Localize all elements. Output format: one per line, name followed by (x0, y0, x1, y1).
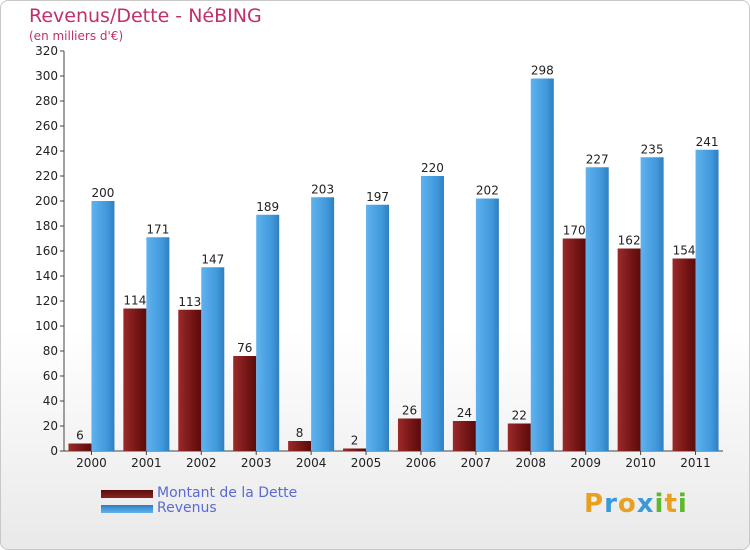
x-tick-label: 2005 (351, 456, 382, 470)
x-tick-label: 2001 (131, 456, 162, 470)
y-tick-label: 160 (35, 244, 58, 258)
bar-debt-2003 (233, 356, 257, 451)
value-label-revenus-2004: 203 (311, 182, 334, 196)
x-tick-label: 2003 (241, 456, 272, 470)
logo-letter: r (604, 489, 618, 519)
chart-value-labels: 6 200 114 171 113 147 76 189 8 203 2 197 26 220 24 202 2… (76, 64, 718, 448)
y-tick-label: 320 (35, 44, 58, 58)
value-label-debt-2001: 114 (123, 294, 146, 308)
value-label-revenus-2007: 202 (476, 184, 499, 198)
value-label-debt-2006: 26 (402, 404, 417, 418)
bar-debt-2009 (562, 238, 586, 451)
bar-debt-2010 (617, 248, 641, 451)
value-label-revenus-2000: 200 (92, 186, 115, 200)
value-label-debt-2005: 2 (351, 434, 359, 448)
x-tick-label: 2009 (570, 456, 601, 470)
y-tick-label: 220 (35, 169, 58, 183)
x-tick-label: 2008 (516, 456, 547, 470)
logo-letter: o (617, 489, 637, 519)
y-tick-label: 280 (35, 94, 58, 108)
proxiti-logo: Proxiti (584, 489, 688, 519)
y-tick-label: 140 (35, 269, 58, 283)
value-label-debt-2000: 6 (76, 429, 84, 443)
value-label-debt-2004: 8 (296, 426, 304, 440)
y-tick-label: 20 (43, 419, 58, 433)
chart-title: Revenus/Dette - NéBING (29, 5, 262, 27)
bar-debt-2007 (452, 421, 476, 451)
x-tick-label: 2010 (625, 456, 656, 470)
value-label-revenus-2011: 241 (696, 135, 719, 149)
bar-debt-2004 (288, 441, 312, 451)
bar-revenus-2011 (695, 149, 719, 451)
value-label-debt-2007: 24 (457, 406, 472, 420)
bar-debt-2001 (123, 308, 147, 451)
bar-revenus-2010 (640, 157, 664, 451)
legend-label-revenus: Revenus (157, 500, 217, 516)
bar-revenus-2004 (311, 197, 335, 451)
bar-revenus-2007 (475, 198, 499, 451)
bar-revenus-2001 (146, 237, 170, 451)
x-tick-label: 2002 (186, 456, 217, 470)
y-tick-label: 180 (35, 219, 58, 233)
value-label-debt-2003: 76 (237, 341, 252, 355)
logo-letter: i (677, 489, 688, 519)
y-tick-label: 0 (50, 444, 58, 458)
y-tick-label: 120 (35, 294, 58, 308)
legend-swatch-debt (101, 490, 153, 498)
bar-revenus-2006 (420, 176, 444, 451)
value-label-debt-2011: 154 (673, 244, 696, 258)
logo-letter: t (664, 489, 678, 519)
bar-revenus-2000 (91, 201, 115, 451)
chart-axes: 0 20 40 60 80 100 120 140 160 180 200 220 240 260 280 3… (35, 44, 723, 470)
bar-debt-2000 (68, 443, 92, 451)
bar-revenus-2003 (256, 214, 280, 451)
x-tick-label: 2004 (296, 456, 327, 470)
value-label-debt-2010: 162 (618, 234, 641, 248)
bar-revenus-2008 (530, 78, 554, 451)
value-label-revenus-2008: 298 (531, 64, 554, 78)
y-tick-label: 300 (35, 69, 58, 83)
value-label-debt-2002: 113 (178, 295, 201, 309)
y-tick-label: 40 (43, 394, 58, 408)
bar-revenus-2005 (366, 204, 390, 451)
value-label-revenus-2002: 147 (201, 252, 224, 266)
value-label-debt-2009: 170 (563, 224, 586, 238)
value-label-revenus-2001: 171 (146, 222, 169, 236)
y-tick-label: 80 (43, 344, 58, 358)
x-tick-label: 2007 (461, 456, 492, 470)
logo-letter: x (636, 489, 655, 519)
value-label-revenus-2005: 197 (366, 190, 389, 204)
y-tick-label: 100 (35, 319, 58, 333)
bar-debt-2011 (672, 258, 696, 451)
bar-revenus-2009 (585, 167, 609, 451)
bar-revenus-2002 (201, 267, 225, 451)
bar-debt-2005 (343, 448, 367, 451)
logo-letter: i (654, 489, 665, 519)
bar-debt-2006 (397, 418, 421, 451)
value-label-revenus-2003: 189 (256, 200, 279, 214)
x-tick-label: 2006 (406, 456, 437, 470)
chart-bars (68, 78, 719, 451)
y-tick-label: 60 (43, 369, 58, 383)
legend-label-debt: Montant de la Dette (157, 485, 298, 501)
bar-debt-2008 (507, 423, 531, 451)
value-label-debt-2008: 22 (512, 409, 527, 423)
bar-debt-2002 (178, 309, 202, 451)
y-tick-label: 240 (35, 144, 58, 158)
legend-swatch-revenus (101, 505, 153, 513)
x-tick-label: 2000 (76, 456, 107, 470)
chart-subtitle: (en milliers d'€) (29, 29, 124, 43)
value-label-revenus-2010: 235 (641, 142, 664, 156)
y-tick-label: 260 (35, 119, 58, 133)
value-label-revenus-2009: 227 (586, 152, 609, 166)
x-tick-label: 2011 (680, 456, 711, 470)
logo-letter: P (584, 489, 605, 519)
y-tick-label: 200 (35, 194, 58, 208)
value-label-revenus-2006: 220 (421, 161, 444, 175)
